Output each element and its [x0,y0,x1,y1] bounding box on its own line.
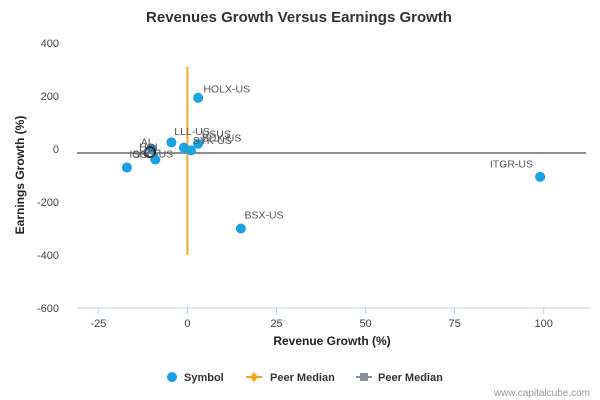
y-tick-label: -400 [37,250,59,262]
point-label: OS [132,149,147,161]
point-label: ISRG-US [129,148,173,160]
data-point [535,171,546,182]
x-tick-label: -25 [90,318,106,330]
y-tick-label: 400 [41,38,59,50]
point-label: USUS [202,128,231,140]
point-label: SYK-US [193,135,232,147]
y-tick-label: -600 [37,303,59,315]
point-label: BDX-US [202,133,242,145]
y-tick-label: -200 [37,197,59,209]
legend-diamond-icon [250,372,258,382]
y-axis-title: Earnings Growth (%) [13,116,27,235]
x-tick-label: 100 [535,318,553,330]
data-point [193,92,204,103]
point-label: LLL-US [174,126,210,138]
legend-square-icon [360,373,368,381]
point-label: HOL [139,142,161,154]
x-tick-label: 0 [184,318,190,330]
data-point [121,162,132,173]
plot-area: -25 0 25 50 75 100 -600 -400 -200 0 200 400 HOLX-U… [37,38,590,330]
highlighted-company-marker [144,146,157,159]
data-point [235,223,246,234]
point-label: AL [141,136,154,148]
chart-title: Revenues Growth Versus Earnings Growth [146,9,452,26]
data-point [186,145,196,156]
y-axis-ticks: -600 -400 -200 0 200 400 [37,38,59,315]
legend-circle-icon [167,372,177,382]
x-axis-ticks: -25 0 25 50 75 100 [90,308,553,330]
x-tick-label: 75 [449,318,461,330]
credit-text: www.capitalcube.com [493,388,590,399]
legend: Symbol Peer Median Peer Median [167,372,443,384]
legend-label: Peer Median [270,372,335,384]
x-tick-label: 50 [359,318,371,330]
y-tick-label: 200 [41,91,59,103]
y-tick-label: 0 [53,144,59,156]
data-point [193,138,204,149]
legend-label: Symbol [184,372,224,384]
data-point [166,137,177,148]
peer-median-lines [77,66,586,255]
point-label: HOLX-US [203,84,250,96]
x-axis-title: Revenue Growth (%) [273,334,390,348]
point-label: BSX-US [244,209,283,221]
point-label: ITGR-US [490,159,533,171]
legend-label: Peer Median [378,372,443,384]
data-points [121,92,546,234]
x-tick-label: 25 [270,318,282,330]
